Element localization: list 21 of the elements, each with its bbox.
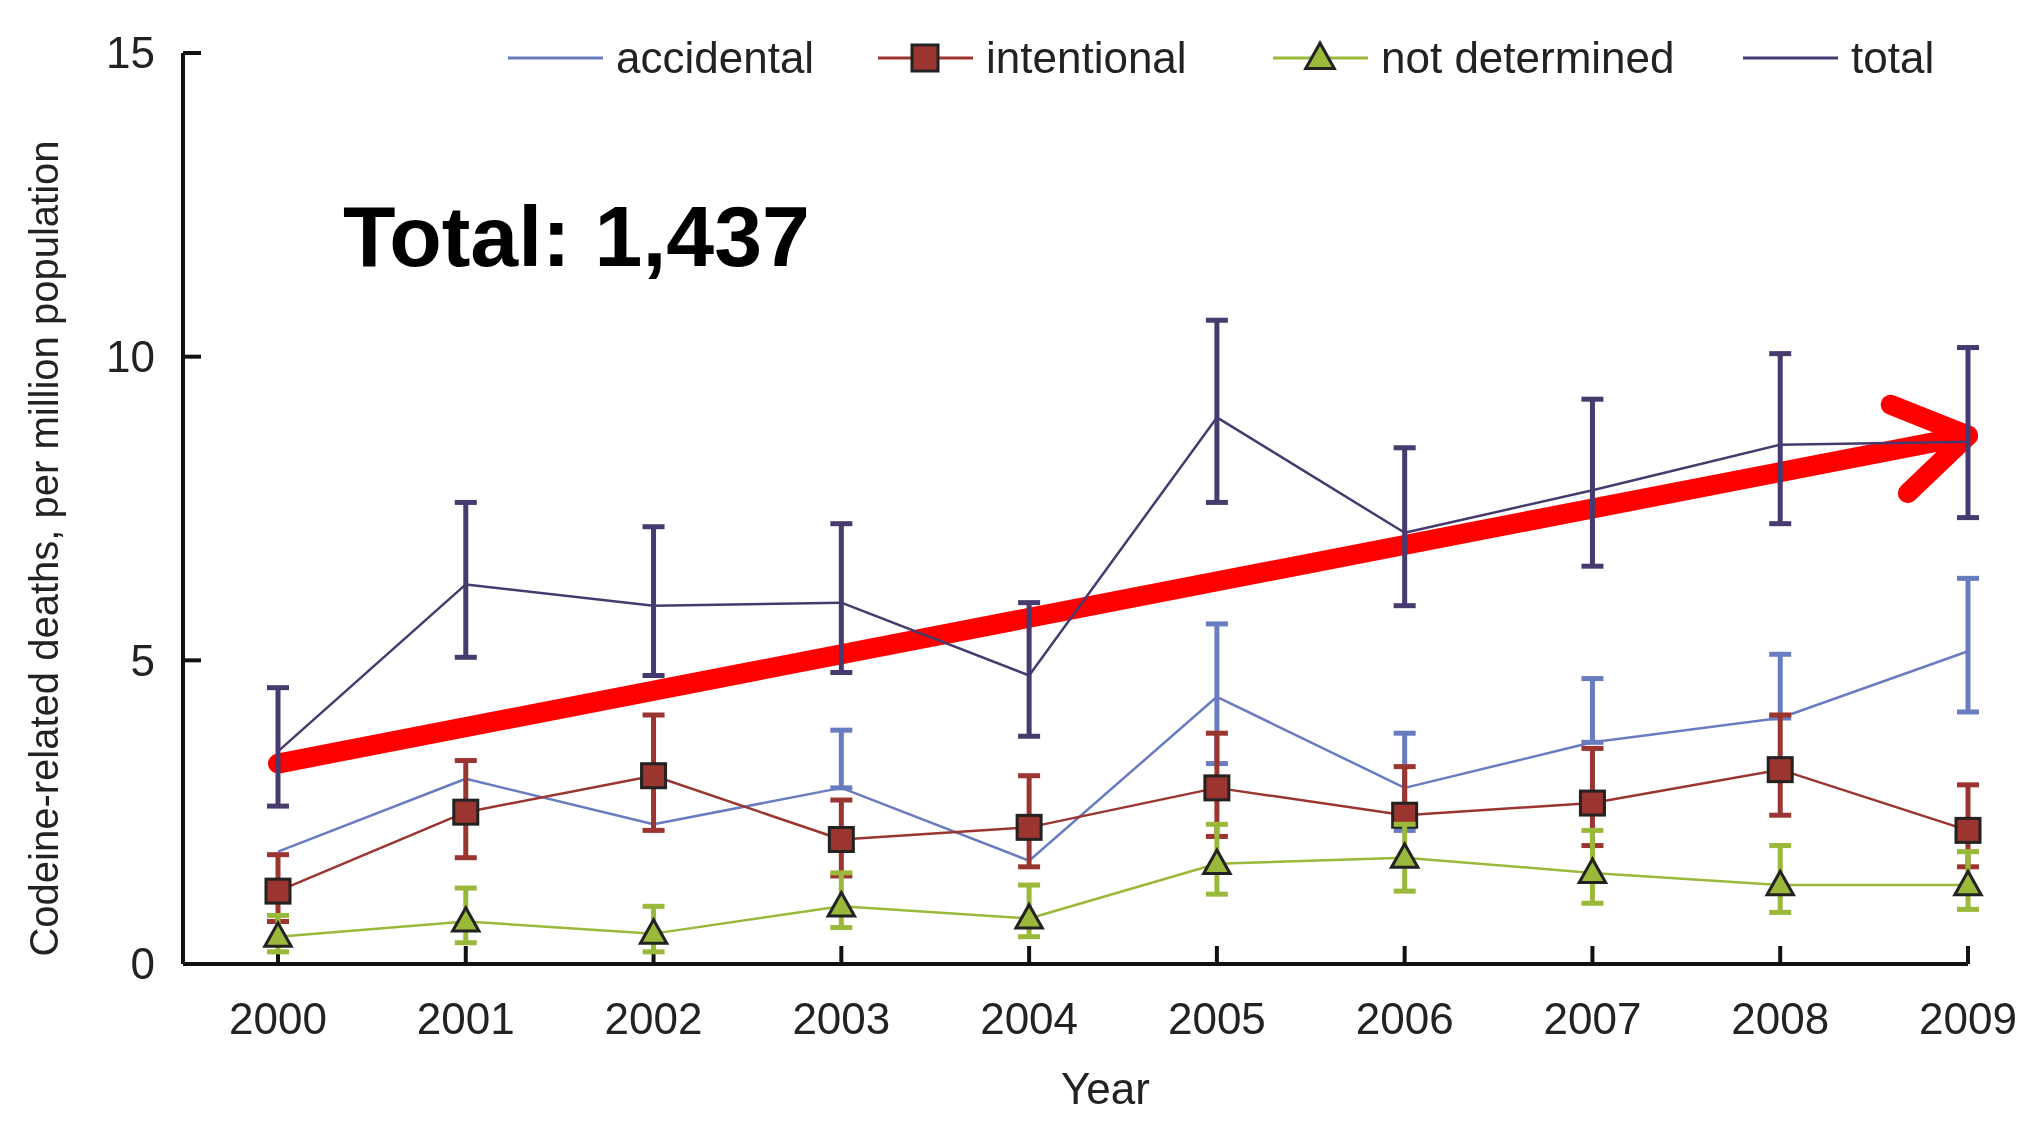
- legend-label: not determined: [1381, 33, 1675, 83]
- x-axis-title: Year: [1061, 1064, 1150, 1113]
- y-tick-label: 15: [106, 28, 155, 78]
- x-tick-label: 2000: [229, 994, 327, 1043]
- x-tick-label: 2006: [1355, 994, 1454, 1043]
- x-tick-label: 2001: [416, 994, 515, 1043]
- annotation: Total: 1,437: [343, 188, 810, 284]
- x-tick-label: 2005: [1167, 994, 1266, 1043]
- legend-label: total: [1851, 33, 1935, 83]
- y-axis-title: Codeine-related deaths, per million population: [22, 140, 66, 957]
- x-tick-label: 2004: [980, 994, 1079, 1043]
- y-tick-label: 10: [106, 332, 155, 382]
- x-tick-label: 2007: [1543, 994, 1642, 1043]
- legend-label: accidental: [616, 33, 815, 83]
- y-tick-label: 5: [130, 635, 155, 685]
- x-tick-label: 2002: [604, 994, 703, 1043]
- legend-label: intentional: [986, 33, 1187, 83]
- x-tick-label: 2003: [792, 994, 891, 1043]
- y-tick-label: 0: [130, 939, 155, 989]
- x-tick-label: 2008: [1731, 994, 1830, 1043]
- x-tick-label: 2009: [1919, 994, 2017, 1043]
